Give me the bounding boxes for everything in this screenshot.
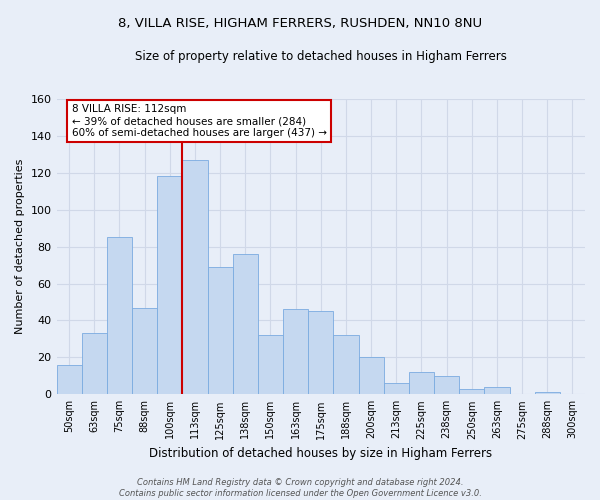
Bar (233, 254, 258, 394)
Bar (56, 365, 82, 394)
Bar (459, 389, 484, 394)
Bar (308, 311, 334, 394)
Bar (208, 267, 233, 394)
Bar (334, 335, 359, 394)
Bar (82, 334, 107, 394)
Bar (132, 308, 157, 394)
Bar (359, 358, 383, 395)
Bar (182, 160, 208, 394)
X-axis label: Distribution of detached houses by size in Higham Ferrers: Distribution of detached houses by size … (149, 447, 493, 460)
Y-axis label: Number of detached properties: Number of detached properties (15, 159, 25, 334)
Title: Size of property relative to detached houses in Higham Ferrers: Size of property relative to detached ho… (135, 50, 507, 63)
Bar (434, 376, 459, 394)
Bar (409, 372, 434, 394)
Bar (484, 387, 509, 394)
Text: 8, VILLA RISE, HIGHAM FERRERS, RUSHDEN, NN10 8NU: 8, VILLA RISE, HIGHAM FERRERS, RUSHDEN, … (118, 18, 482, 30)
Bar (535, 392, 560, 394)
Bar (283, 310, 308, 394)
Text: Contains HM Land Registry data © Crown copyright and database right 2024.
Contai: Contains HM Land Registry data © Crown c… (119, 478, 481, 498)
Bar (383, 383, 409, 394)
Bar (157, 176, 182, 394)
Bar (107, 238, 132, 394)
Text: 8 VILLA RISE: 112sqm
← 39% of detached houses are smaller (284)
60% of semi-deta: 8 VILLA RISE: 112sqm ← 39% of detached h… (71, 104, 326, 138)
Bar (258, 335, 283, 394)
